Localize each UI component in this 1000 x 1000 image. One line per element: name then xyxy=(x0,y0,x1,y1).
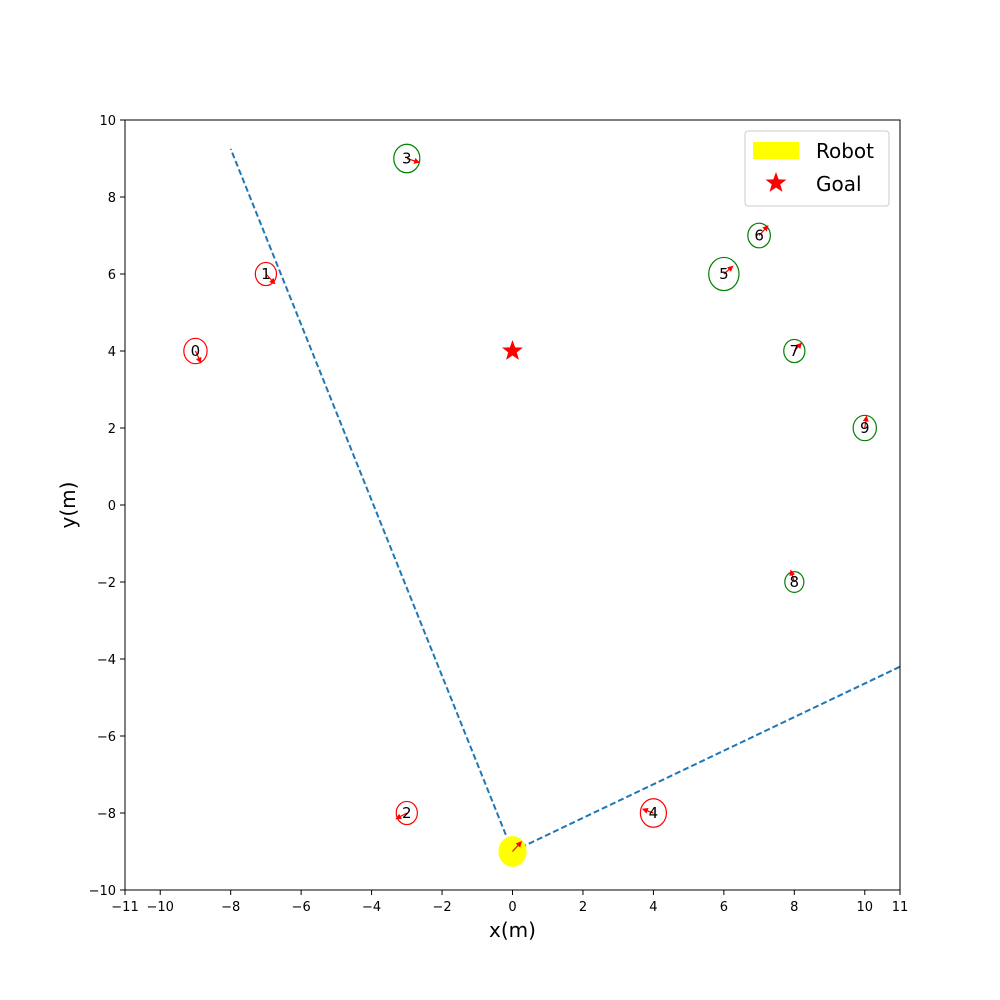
y-tick-label: 2 xyxy=(108,422,116,437)
y-tick-label: 4 xyxy=(108,345,116,360)
legend-robot-label: Robot xyxy=(816,139,874,163)
x-tick-label: 4 xyxy=(649,900,657,915)
agent-heading-arrow xyxy=(395,812,408,820)
legend-goal-star-icon xyxy=(765,172,787,192)
agent-id-label: 9 xyxy=(860,419,870,437)
x-tick-label: −2 xyxy=(432,900,451,915)
agent-1: 1 xyxy=(254,261,278,287)
agent-4: 4 xyxy=(639,798,668,828)
agent-circle xyxy=(183,337,208,365)
y-tick-label: 10 xyxy=(99,114,116,129)
agent-3: 3 xyxy=(393,143,421,174)
fov-line-1 xyxy=(512,665,901,853)
agent-9: 9 xyxy=(852,414,877,442)
agent-circle xyxy=(708,256,740,292)
agent-heading-arrow xyxy=(793,342,803,352)
x-tick-label: 0 xyxy=(508,900,516,915)
agent-circle xyxy=(639,798,668,828)
agent-7: 7 xyxy=(783,338,806,364)
agent-id-label: 7 xyxy=(790,342,800,360)
agent-6: 6 xyxy=(747,222,771,249)
plot-area-frame xyxy=(124,119,901,891)
x-tick-label: −4 xyxy=(362,900,381,915)
agent-2: 2 xyxy=(395,800,418,826)
goal-star-icon xyxy=(502,340,523,360)
agent-heading-arrow xyxy=(862,415,869,429)
agent-id-label: 2 xyxy=(402,804,412,822)
y-axis-label: y(m) xyxy=(56,482,80,529)
agent-id-label: 6 xyxy=(754,227,764,245)
agent-circle xyxy=(783,338,806,364)
y-tick-label: −2 xyxy=(97,576,116,591)
x-tick-label: −8 xyxy=(221,900,240,915)
agent-heading-arrow xyxy=(194,350,202,364)
y-tick-label: −6 xyxy=(97,730,116,745)
agent-id-label: 8 xyxy=(790,573,800,591)
agent-id-label: 0 xyxy=(191,342,201,360)
agent-heading-arrow xyxy=(758,225,769,236)
agent-id-label: 1 xyxy=(261,265,271,283)
agents: 0 1 2 3 4 5 6 7 8 9 xyxy=(183,143,877,828)
agent-id-label: 5 xyxy=(719,265,729,283)
x-tick-label: 2 xyxy=(579,900,587,915)
agent-circle xyxy=(747,222,771,249)
agent-5: 5 xyxy=(708,256,740,292)
y-tick-label: 0 xyxy=(108,499,116,514)
agent-heading-arrow xyxy=(789,569,796,583)
x-tick-label: −11 xyxy=(111,900,138,915)
x-tick-label: 6 xyxy=(720,900,728,915)
agent-circle xyxy=(395,800,418,826)
fov-line-0 xyxy=(229,148,514,852)
x-tick-label: 11 xyxy=(892,900,909,915)
agent-heading-arrow xyxy=(641,808,654,814)
y-tick-label: 8 xyxy=(108,191,116,206)
x-tick-label: −10 xyxy=(147,900,174,915)
agent-circle xyxy=(254,261,278,287)
x-tick-label: 10 xyxy=(856,900,873,915)
agent-heading-arrow xyxy=(723,265,734,275)
agent-id-label: 4 xyxy=(649,804,659,822)
y-tick-label: 6 xyxy=(108,268,116,283)
legend-robot-swatch xyxy=(753,142,799,159)
agent-0: 0 xyxy=(183,337,208,365)
robot-and-goal xyxy=(498,340,527,867)
y-tick-label: −8 xyxy=(97,807,116,822)
legend-goal-label: Goal xyxy=(816,172,862,196)
y-tick-label: −10 xyxy=(89,884,116,899)
x-axis-label: x(m) xyxy=(489,918,536,942)
agent-8: 8 xyxy=(784,569,805,593)
robot-heading-arrow xyxy=(512,841,522,852)
x-tick-label: −6 xyxy=(292,900,311,915)
field-of-view xyxy=(229,148,901,853)
agent-heading-arrow xyxy=(406,157,421,164)
y-tick-label: −4 xyxy=(97,653,116,668)
x-tick-label: 8 xyxy=(790,900,798,915)
agent-circle xyxy=(852,414,877,442)
axis-ticks: −11 −10 −8 −6 −4 −2 0 2 4 6 8 10 11−10−8−6−4−2024681… xyxy=(89,114,909,915)
agent-id-label: 3 xyxy=(402,150,412,168)
legend: Robot Goal xyxy=(744,130,890,207)
agent-heading-arrow xyxy=(265,273,276,285)
